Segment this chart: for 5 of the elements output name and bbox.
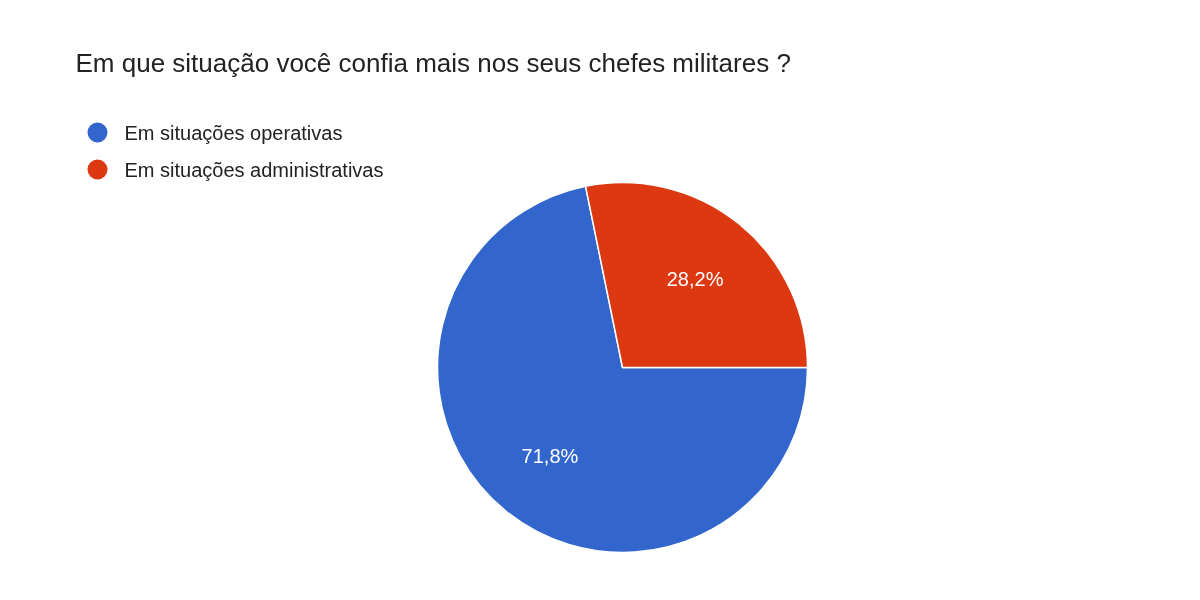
data-label: 28,2% bbox=[666, 267, 724, 290]
legend-label: Em situações operativas bbox=[124, 121, 343, 144]
data-label: 71,8% bbox=[521, 445, 579, 468]
chart-title: Em que situação você confia mais nos seus chefes militares ? bbox=[75, 47, 791, 78]
legend-label: Em situações administrativas bbox=[124, 158, 384, 181]
